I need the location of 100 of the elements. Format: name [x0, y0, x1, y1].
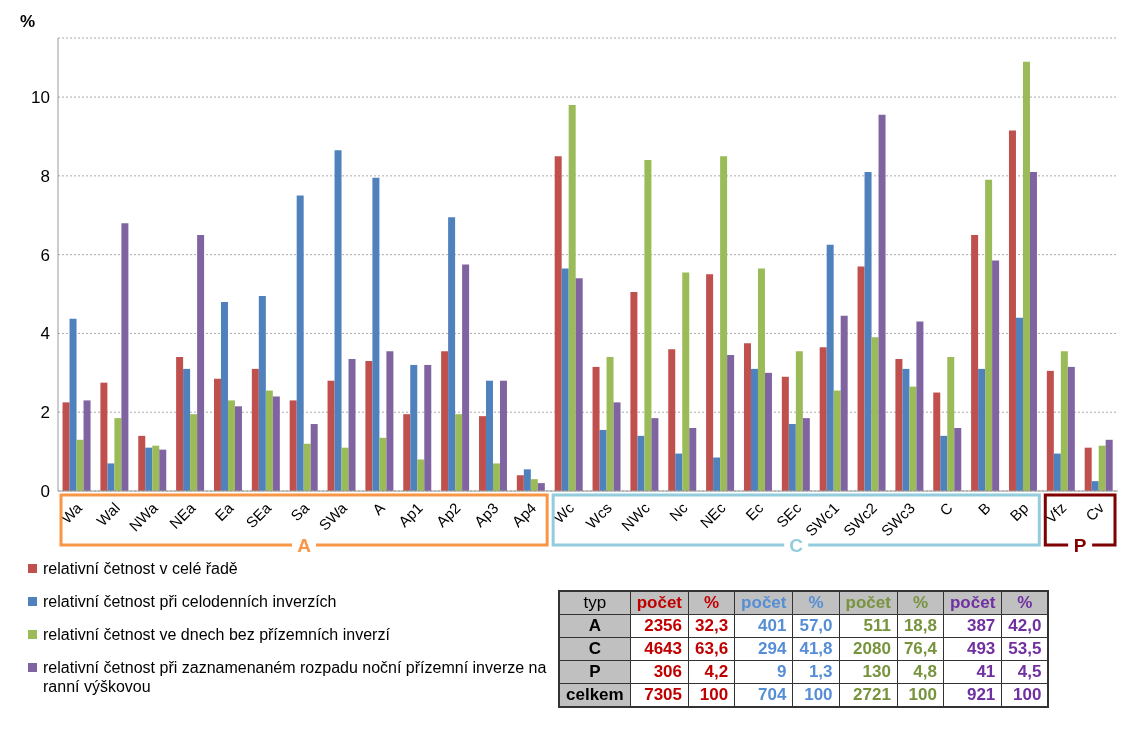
y-axis-title: %	[20, 12, 36, 32]
bar	[554, 156, 562, 491]
bar	[840, 315, 848, 491]
bar	[530, 479, 538, 491]
bar	[234, 406, 242, 491]
category-label: typ	[559, 591, 631, 615]
legend-label: relativní četnost při zaznamenaném rozpadu noční přízemní inverze na ranní výškovou	[43, 659, 547, 695]
bar	[258, 296, 266, 491]
bar	[1046, 370, 1054, 491]
category-label: %	[897, 591, 944, 615]
bar	[971, 234, 979, 491]
x-tick-label: SEa	[242, 498, 275, 532]
x-tick-label: Bp	[1006, 499, 1032, 525]
bar	[455, 414, 463, 491]
x-tick-label: Wal	[93, 499, 123, 529]
text: 9	[776, 662, 787, 681]
text: 76,4	[903, 639, 937, 658]
bar	[410, 364, 418, 491]
x-tick-label: Wa	[57, 498, 86, 527]
bar	[386, 351, 394, 491]
bar	[107, 463, 115, 491]
bar	[592, 366, 600, 491]
bar	[499, 380, 507, 491]
bar	[152, 445, 160, 491]
bar	[372, 177, 380, 491]
x-tick-label: Cv	[1082, 498, 1108, 525]
bar	[1008, 130, 1016, 491]
text: 7305	[644, 685, 683, 704]
x-tick-label: Ea	[211, 498, 237, 525]
text: 2080	[853, 639, 891, 658]
bar	[100, 382, 108, 491]
text: 32,3	[695, 616, 729, 635]
bar	[788, 424, 796, 491]
text: 511	[863, 616, 891, 635]
y-tick-label: 4	[40, 324, 50, 344]
bar	[478, 416, 486, 491]
bar	[83, 400, 91, 491]
category-label: A	[588, 616, 601, 635]
bar	[341, 447, 349, 491]
legend-label: relativní četnost při celodenních inverzích	[43, 592, 337, 611]
bar	[682, 272, 690, 491]
text: P	[1073, 535, 1087, 556]
bar	[757, 268, 765, 491]
bar	[706, 274, 714, 491]
bar	[909, 386, 917, 491]
bar	[516, 475, 524, 491]
bar	[985, 179, 993, 491]
category-label: počet	[734, 591, 793, 615]
x-tick-label: Ap2	[432, 499, 464, 530]
bar	[871, 337, 879, 491]
bar	[720, 156, 728, 491]
text: 2356	[644, 616, 683, 635]
category-label: počet	[630, 591, 689, 615]
text: 4,2	[704, 662, 729, 681]
category-label: počet	[943, 591, 1002, 615]
text: A	[297, 535, 312, 556]
category-label: %	[688, 591, 735, 615]
bar	[833, 390, 841, 491]
bar	[637, 435, 645, 491]
x-tick-label: SEc	[772, 498, 805, 531]
bar	[448, 217, 456, 491]
bar	[743, 343, 751, 491]
bar	[190, 414, 198, 491]
bar	[1084, 447, 1092, 491]
bar	[348, 359, 356, 491]
bar	[296, 195, 304, 491]
x-tick-label: Ap1	[394, 499, 426, 530]
bar	[992, 260, 1000, 491]
bar	[916, 321, 924, 491]
text: 53,5	[1008, 639, 1042, 658]
bar	[197, 234, 205, 491]
bar	[1053, 453, 1061, 491]
bar	[145, 447, 153, 491]
bar	[441, 351, 449, 491]
bar	[933, 392, 941, 491]
bar	[424, 364, 432, 491]
bar	[1091, 481, 1099, 491]
text: 306	[653, 662, 683, 681]
y-tick-label: 2	[40, 403, 50, 423]
text: 4,5	[1017, 662, 1042, 681]
bar	[138, 435, 146, 491]
bar	[644, 160, 652, 491]
bar	[227, 400, 235, 491]
text: 100	[804, 685, 833, 704]
bar	[668, 349, 676, 491]
bar	[220, 301, 228, 491]
x-tick-label: A	[368, 499, 388, 519]
bar	[795, 351, 803, 491]
y-tick-label: 6	[40, 245, 50, 265]
legend-label: relativní četnost ve dnech bez přízemních inverzí	[43, 625, 390, 644]
bar	[1015, 317, 1023, 491]
text: 57,0	[799, 616, 833, 635]
text: 42,0	[1008, 616, 1042, 635]
bar	[651, 418, 659, 491]
bar	[1022, 61, 1030, 491]
bar	[310, 424, 318, 491]
x-tick-label: NEc	[696, 498, 729, 532]
text: 401	[758, 616, 787, 635]
bar	[265, 390, 273, 491]
bar	[251, 368, 259, 491]
